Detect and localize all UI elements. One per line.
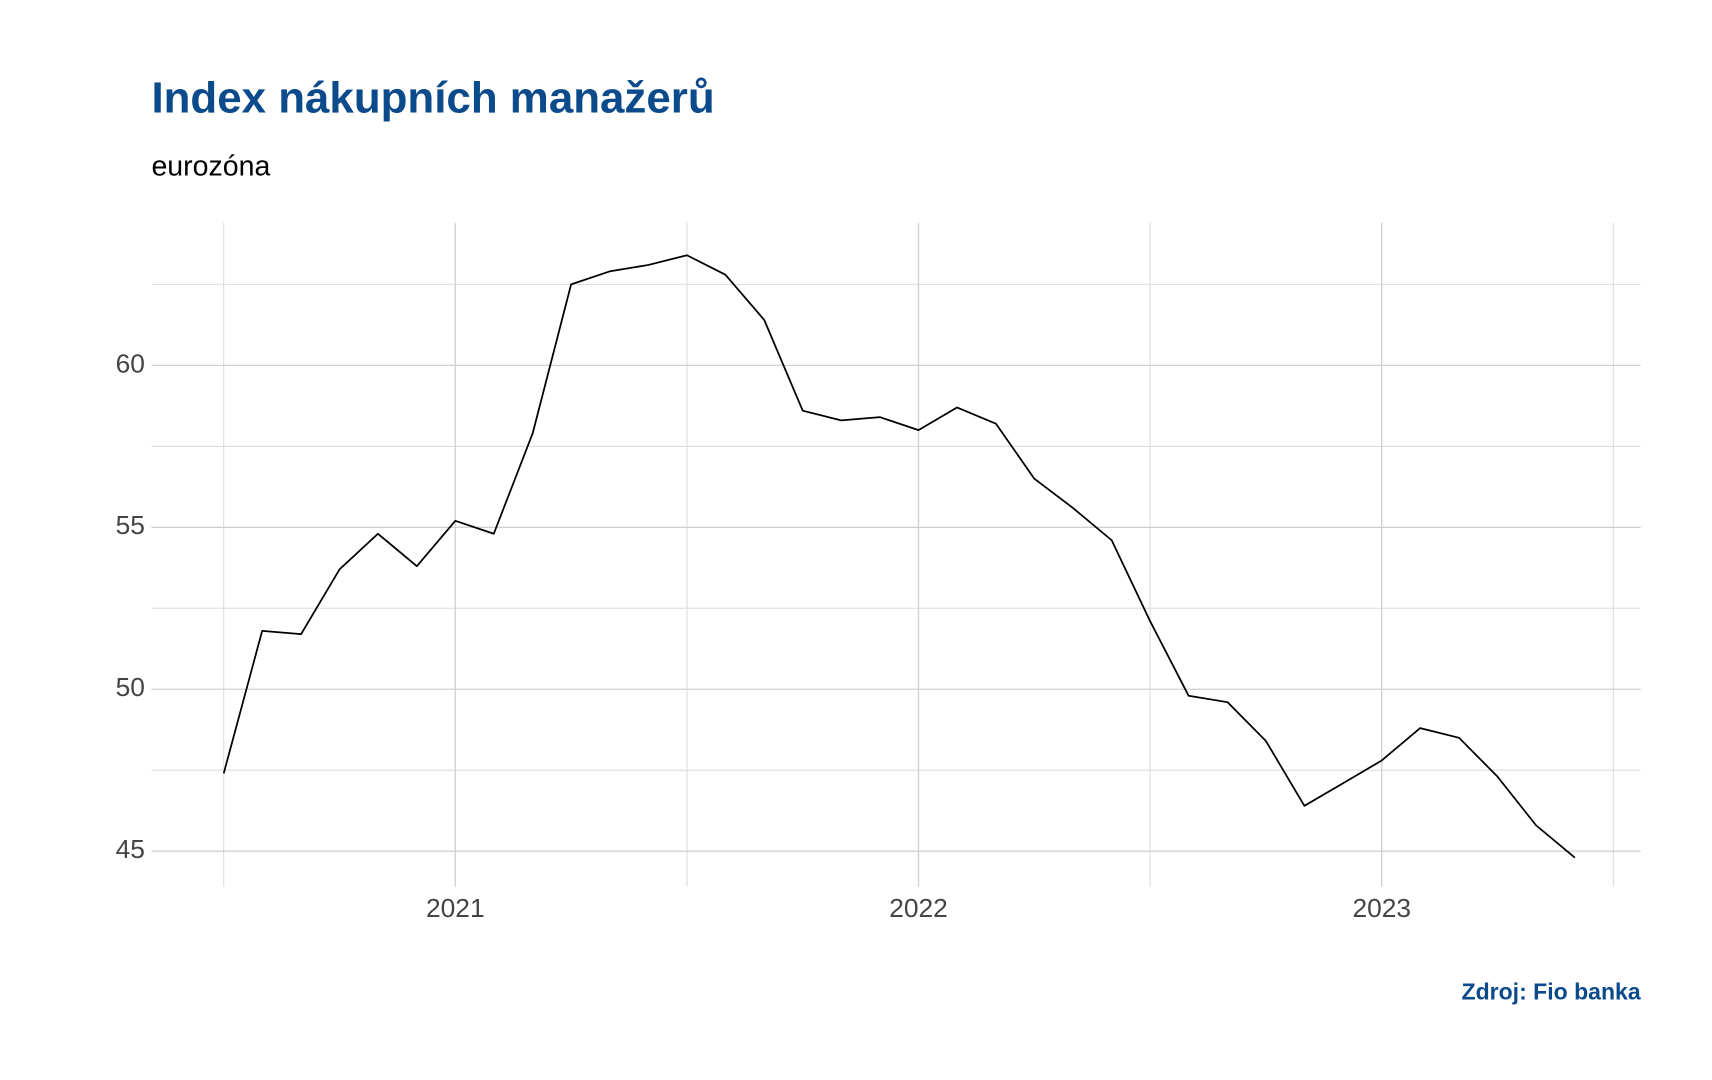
x-tick-label: 2021	[426, 893, 485, 923]
x-tick-label: 2022	[889, 893, 948, 923]
chart-title: Index nákupních manažerů	[151, 74, 714, 123]
source-note: Zdroj: Fio banka	[1462, 978, 1641, 1004]
data-line	[222, 254, 1576, 859]
y-tick-label: 50	[116, 672, 145, 702]
x-tick-label: 2023	[1352, 893, 1411, 923]
chart-subtitle: eurozóna	[151, 151, 270, 183]
y-tick-label: 60	[116, 348, 145, 378]
y-tick-label: 45	[116, 834, 145, 864]
y-tick-label: 55	[116, 510, 145, 540]
